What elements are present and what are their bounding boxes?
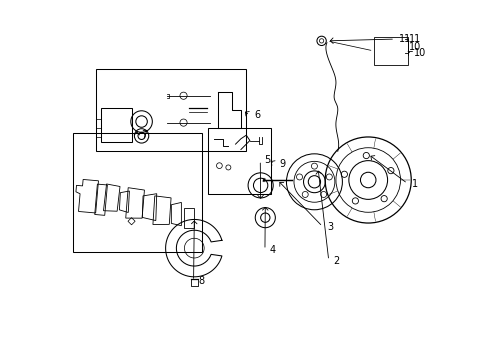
Bar [101,108,131,142]
Text: 10: 10 [413,48,425,58]
Text: 6: 6 [254,111,260,121]
Text: 3: 3 [326,222,332,231]
Text: 10: 10 [408,42,420,52]
Text: 7: 7 [141,130,147,140]
Bar [207,128,270,194]
Text: 8: 8 [198,276,203,286]
Text: 4: 4 [269,245,275,255]
Bar [73,134,202,252]
Text: 9: 9 [278,159,285,169]
Bar [96,69,246,151]
Text: 11: 11 [408,34,420,44]
Text: 1: 1 [411,179,417,189]
Text: 2: 2 [332,256,339,266]
Text: 5: 5 [264,155,270,165]
Text: 11: 11 [399,34,411,44]
Bar [373,37,407,65]
